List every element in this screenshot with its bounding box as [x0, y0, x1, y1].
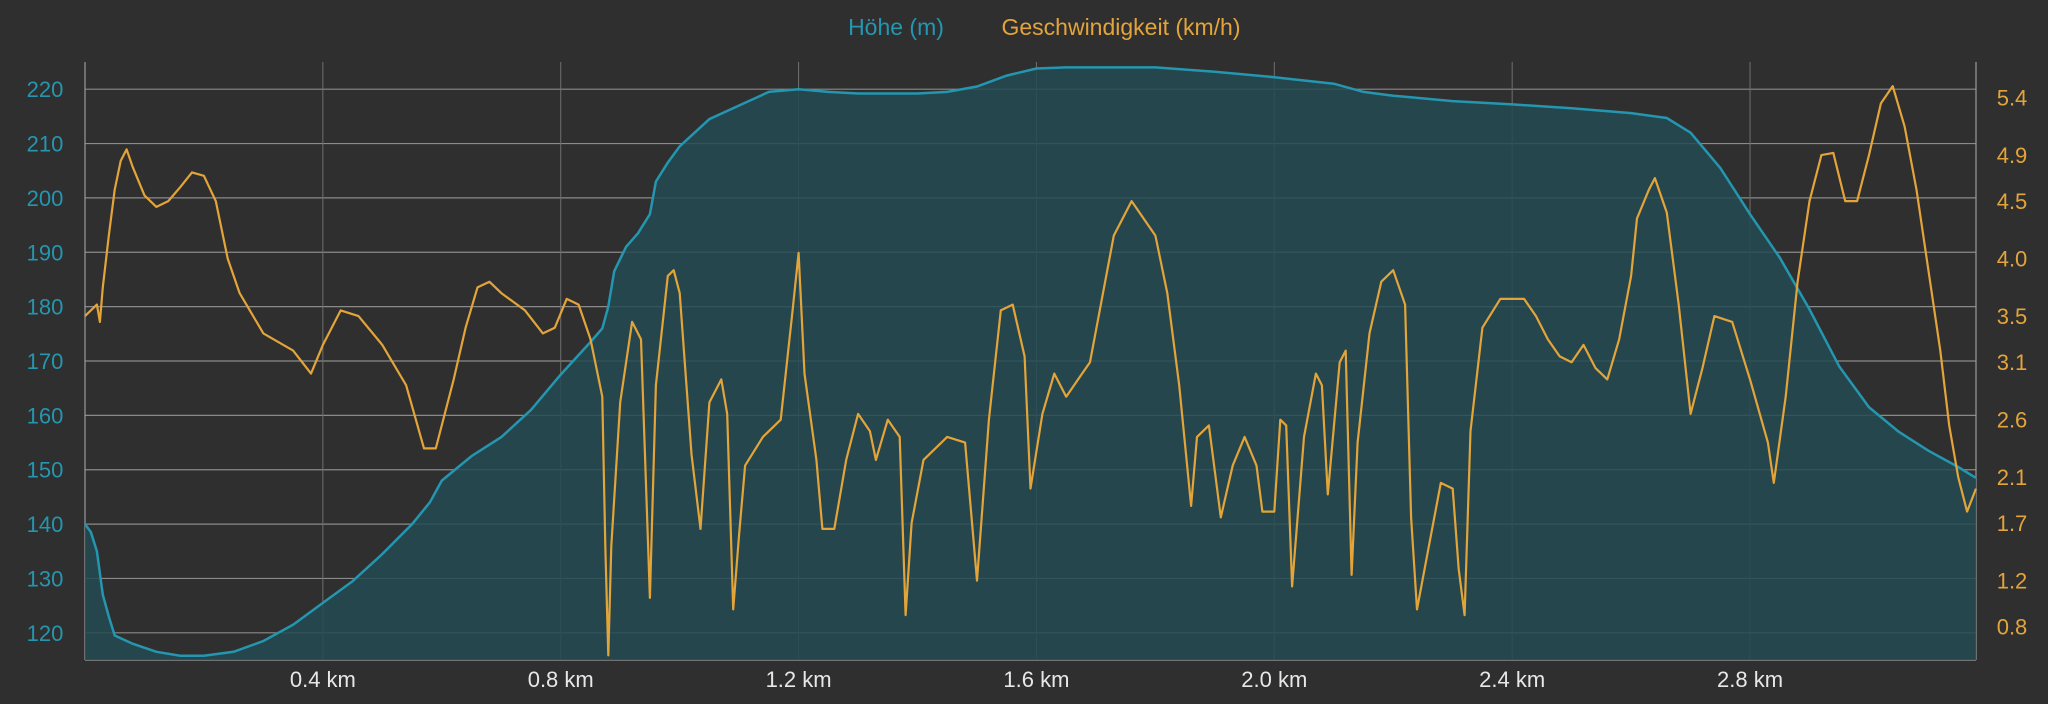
y-right-tick-label: 2.1	[1997, 465, 2028, 490]
x-tick-label: 2.8 km	[1717, 667, 1783, 692]
x-tick-label: 1.2 km	[766, 667, 832, 692]
elevation-line	[83, 66, 1977, 657]
y-right-tick-label: 1.7	[1997, 511, 2028, 536]
x-tick-label: 2.4 km	[1479, 667, 1545, 692]
speed-line	[84, 85, 1978, 657]
line-layer	[83, 66, 1978, 657]
x-tick-label: 2.0 km	[1241, 667, 1307, 692]
y-right-tick-label: 0.8	[1997, 615, 2028, 640]
legend-item-speed: Geschwindigkeit (km/h)	[1001, 14, 1240, 40]
y-left-tick-label: 180	[27, 295, 64, 320]
y-right-tick-label: 1.2	[1997, 569, 2028, 594]
legend-item-elevation: Höhe (m)	[848, 14, 944, 40]
y-left-tick-label: 120	[27, 621, 64, 646]
y-left-tick-label: 150	[27, 458, 64, 483]
y-left-tick-label: 210	[27, 132, 64, 157]
y-right-tick-label: 5.4	[1997, 86, 2028, 111]
x-tick-label: 1.6 km	[1003, 667, 1069, 692]
y-left-tick-label: 200	[27, 186, 64, 211]
y-right-tick-label: 3.5	[1997, 304, 2028, 329]
y-right-tick-label: 2.6	[1997, 408, 2028, 433]
y-right-tick-label: 4.0	[1997, 247, 2028, 272]
y-left-tick-label: 190	[27, 240, 64, 265]
axis-layer: 120 130 140 150 160 170 180 190 200 210 220 0.8 1.2 1…	[27, 77, 2028, 692]
elevation-area-fill	[85, 67, 1976, 660]
area-layer	[85, 67, 1976, 660]
x-tick-label: 0.4 km	[290, 667, 356, 692]
y-right-tick-label: 4.5	[1997, 189, 2028, 214]
y-left-tick-label: 130	[27, 566, 64, 591]
y-left-tick-label: 220	[27, 77, 64, 102]
y-left-tick-label: 170	[27, 349, 64, 374]
x-tick-label: 0.8 km	[528, 667, 594, 692]
y-left-tick-label: 160	[27, 403, 64, 428]
y-right-tick-label: 4.9	[1997, 143, 2028, 168]
y-left-tick-label: 140	[27, 512, 64, 537]
legend: Höhe (m) Geschwindigkeit (km/h)	[848, 14, 1240, 40]
y-right-tick-label: 3.1	[1997, 350, 2028, 375]
